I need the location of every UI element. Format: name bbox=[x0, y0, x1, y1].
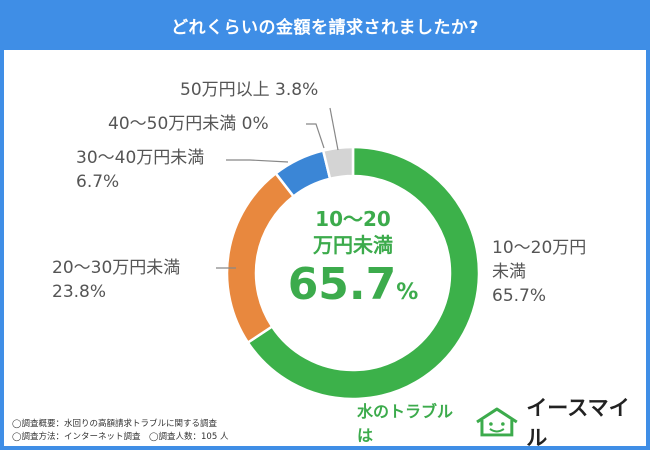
chart-title: どれくらいの金額を請求されましたか? bbox=[0, 0, 650, 50]
label-10-20: 10～20万円 未満 65.7% bbox=[492, 236, 586, 308]
note-survey-overview: ◯調査概要：水回りの高額請求トラブルに関する調査 bbox=[12, 419, 218, 429]
label-40-50: 40～50万円未満 0% bbox=[108, 114, 269, 134]
label-30-40-line1: 30～40万円未満 bbox=[76, 148, 205, 168]
slice-1 bbox=[246, 145, 481, 401]
label-10-20-value: 65.7% bbox=[492, 286, 547, 306]
label-30-40-value: 6.7% bbox=[76, 172, 120, 192]
label-10-20-line1: 10～20万円 bbox=[492, 238, 587, 258]
leader-line-4 bbox=[329, 107, 339, 151]
center-label: 10～20 万円未満 65.7% bbox=[285, 206, 421, 320]
brand-name: イースマイル bbox=[526, 396, 630, 450]
center-value: 65.7 bbox=[287, 259, 397, 310]
label-30-40: 30～40万円未満 6.7% bbox=[76, 146, 204, 194]
center-line-2: 万円未満 bbox=[313, 233, 393, 257]
label-20-30: 20～30万円未満 23.8% bbox=[52, 256, 180, 304]
center-percent: 65.7% bbox=[285, 258, 421, 320]
label-20-30-line1: 20～30万円未満 bbox=[52, 258, 181, 278]
slice-5 bbox=[321, 145, 355, 181]
leader-line-2 bbox=[226, 159, 289, 163]
label-10-20-line2: 未満 bbox=[492, 262, 526, 282]
slice-2 bbox=[225, 171, 296, 345]
center-unit: % bbox=[396, 280, 419, 305]
leader-line-3 bbox=[306, 123, 325, 149]
content-border bbox=[0, 50, 650, 450]
label-50-plus: 50万円以上 3.8% bbox=[180, 80, 319, 100]
label-20-30-value: 23.8% bbox=[52, 282, 107, 302]
brand-logo: 水のトラブルは イースマイル bbox=[357, 396, 650, 450]
brand-tagline: 水のトラブルは bbox=[357, 402, 454, 445]
note-survey-method: ◯調査方法：インターネット調査 ◯調査人数：105 人 bbox=[12, 432, 229, 442]
house-smile-icon bbox=[476, 407, 519, 437]
center-line-1: 10～20 bbox=[315, 207, 391, 231]
